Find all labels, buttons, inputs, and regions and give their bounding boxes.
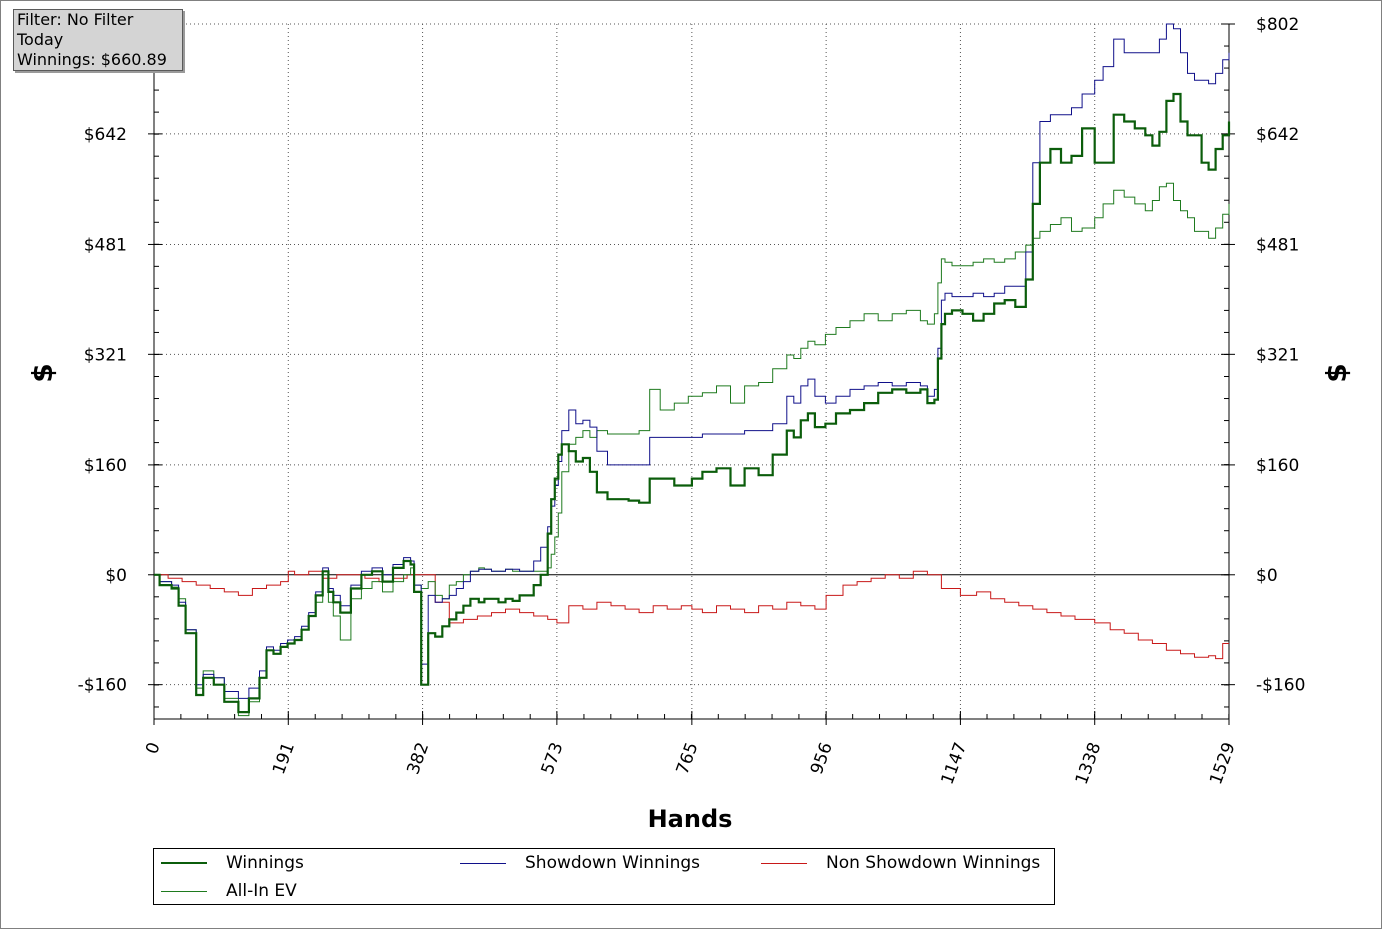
x-tick-label-1: 191 (269, 740, 299, 777)
y-tick-label-left-2: $160 (84, 456, 127, 476)
series-allin (154, 182, 1230, 717)
axes: -$160 $0 $160 $321 $481 $642 -$160 $0 $160 $321 $4… (78, 15, 1306, 787)
x-tick-label-2: 382 (403, 740, 433, 777)
series-lines (154, 23, 1231, 717)
series-line-allin (154, 182, 1230, 717)
y-tick-label-right-3: $321 (1256, 345, 1299, 365)
period-text: Today (17, 30, 64, 49)
x-tick-label-7: 1338 (1072, 740, 1106, 787)
x-tick-label-4: 765 (673, 740, 703, 777)
legend-label-showdown: Showdown Winnings (525, 853, 700, 873)
legend-label-nonshowdown: Non Showdown Winnings (826, 853, 1041, 873)
x-tick-label-6: 1147 (938, 740, 972, 787)
x-tick-label-3: 573 (538, 740, 568, 777)
legend: Winnings Showdown Winnings Non Showdown … (153, 848, 1055, 905)
legend-swatch-showdown (460, 862, 506, 864)
y-tick-label-left-3: $321 (84, 345, 127, 365)
y-axis-title-right: $ (1320, 363, 1353, 382)
y-tick-label-left-4: $481 (84, 235, 127, 255)
legend-label-allin: All-In EV (226, 881, 297, 901)
info-box: Filter: No Filter Today Winnings: $660.8… (13, 9, 183, 71)
legend-swatch-allin (161, 890, 207, 892)
y-tick-label-right-5: $642 (1256, 125, 1299, 145)
x-tick-label-5: 956 (807, 740, 837, 777)
y-tick-label-right-2: $160 (1256, 456, 1299, 476)
series-line-winnings (154, 92, 1231, 714)
y-tick-label-right-1: $0 (1256, 566, 1278, 586)
x-tick-label-0: 0 (142, 740, 164, 757)
y-tick-label-right-6: $802 (1256, 15, 1299, 35)
legend-item-allin: All-In EV (161, 880, 297, 902)
x-tick-label-8: 1529 (1206, 740, 1240, 787)
winnings-text: Winnings: $660.89 (17, 50, 167, 69)
legend-item-showdown: Showdown Winnings (460, 852, 700, 874)
legend-item-winnings: Winnings (161, 852, 304, 874)
y-tick-label-right-4: $481 (1256, 235, 1299, 255)
y-tick-label-right-0: -$160 (1256, 676, 1305, 696)
y-tick-label-left-1: $0 (105, 566, 127, 586)
y-tick-label-left-5: $642 (84, 125, 127, 145)
y-axis-title-left: $ (26, 363, 59, 382)
filter-text: Filter: No Filter (17, 10, 134, 29)
y-tick-label-left-0: -$160 (78, 676, 127, 696)
legend-swatch-winnings (161, 862, 207, 864)
x-axis-title: Hands (648, 805, 733, 833)
legend-label-winnings: Winnings (226, 853, 304, 873)
series-winnings (154, 92, 1231, 714)
legend-item-nonshowdown: Non Showdown Winnings (761, 852, 1040, 874)
legend-swatch-nonshowdown (761, 862, 807, 864)
